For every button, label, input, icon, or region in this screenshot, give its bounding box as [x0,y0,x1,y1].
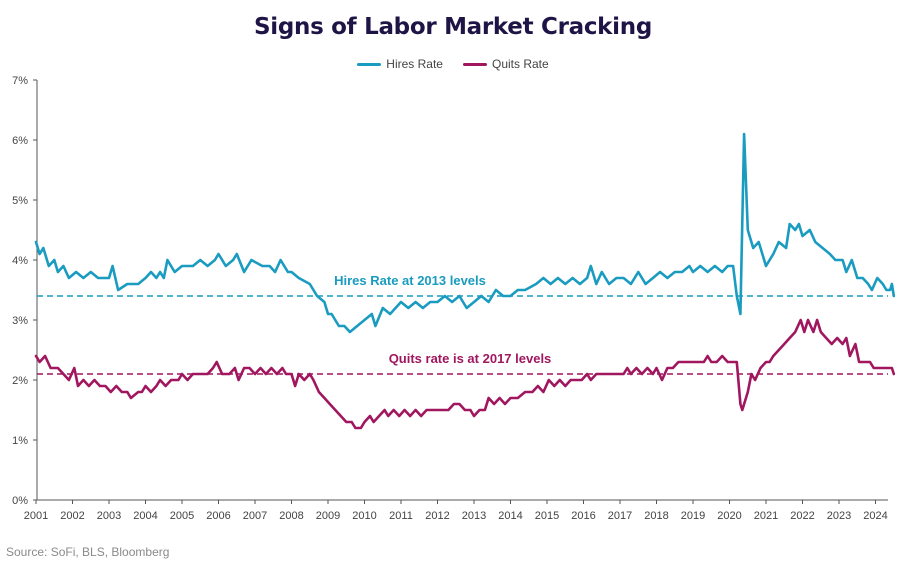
x-tick-label: 2011 [389,510,413,522]
x-tick-label: 2008 [279,510,303,522]
x-tick-label: 2004 [133,510,157,522]
chart-legend: Hires Rate Quits Rate [0,57,906,71]
x-tick-label: 2015 [535,510,559,522]
y-tick-label: 1% [12,435,28,447]
y-tick-label: 7% [12,75,28,87]
x-tick-label: 2024 [863,510,887,522]
legend-label-hires: Hires Rate [386,57,443,71]
x-tick-label: 2016 [571,510,595,522]
series-line-quits [34,318,896,430]
reference-line-label: Quits rate is at 2017 levels [389,351,552,366]
y-tick-label: 6% [12,135,28,147]
x-tick-label: 2001 [24,510,48,522]
y-tick-label: 2% [12,375,28,387]
x-tick-label: 2009 [316,510,340,522]
x-tick-label: 2007 [243,510,267,522]
legend-label-quits: Quits Rate [491,57,549,71]
x-tick-label: 2013 [462,510,486,522]
legend-swatch-quits [462,62,487,66]
x-tick-label: 2018 [644,510,668,522]
x-tick-label: 2022 [790,510,814,522]
y-tick-label: 3% [12,315,28,327]
x-tick-label: 2014 [498,510,522,522]
y-tick-label: 0% [12,495,28,507]
legend-swatch-hires [357,62,382,66]
legend-item-hires: Hires Rate [357,57,443,71]
x-tick-label: 2006 [206,510,230,522]
x-tick-label: 2003 [97,510,121,522]
x-tick-label: 2020 [717,510,741,522]
legend-item-quits: Quits Rate [462,57,549,71]
x-tick-label: 2021 [754,510,778,522]
x-tick-label: 2017 [608,510,632,522]
source-note: Source: SoFi, BLS, Bloomberg [6,545,170,559]
y-tick-label: 5% [12,195,28,207]
x-tick-label: 2023 [827,510,851,522]
x-tick-label: 2012 [425,510,449,522]
reference-line-label: Hires Rate at 2013 levels [334,273,486,288]
series-line-hires [34,132,896,334]
x-tick-label: 2010 [352,510,376,522]
chart-title: Signs of Labor Market Cracking [253,14,652,40]
y-tick-label: 4% [12,255,28,267]
x-tick-label: 2005 [170,510,194,522]
x-tick-label: 2019 [681,510,705,522]
x-tick-label: 2002 [60,510,84,522]
